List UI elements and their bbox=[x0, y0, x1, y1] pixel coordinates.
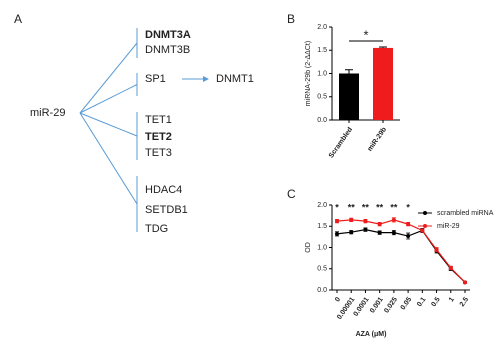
y-tick-label: 1.0 bbox=[317, 70, 327, 77]
y-tick-label: 0.0 bbox=[317, 117, 327, 124]
annotation: ** bbox=[390, 202, 398, 212]
point bbox=[391, 217, 396, 222]
target-node: DNMT3A bbox=[145, 29, 191, 41]
target-node: DNMT1 bbox=[216, 73, 254, 85]
point bbox=[363, 227, 368, 232]
y-axis-label: miRNA-29b (2-ΔΔCt) bbox=[305, 41, 312, 106]
connector bbox=[79, 112, 138, 137]
y-tick-label: 1.5 bbox=[317, 47, 327, 54]
point bbox=[377, 222, 382, 227]
target-node: SP1 bbox=[145, 73, 166, 85]
x-tick-label: 0.025 bbox=[383, 296, 399, 314]
error-bar bbox=[379, 46, 387, 48]
legend-label: scrambled miRNA bbox=[437, 210, 494, 217]
annotation: * bbox=[335, 202, 339, 212]
point bbox=[406, 222, 411, 227]
significance: * bbox=[363, 27, 368, 42]
y-tick-label: 2.0 bbox=[317, 24, 327, 31]
connector bbox=[79, 84, 138, 114]
connector bbox=[79, 42, 138, 114]
point bbox=[448, 265, 453, 270]
error-bar bbox=[345, 69, 353, 74]
point bbox=[335, 219, 339, 224]
legend-marker bbox=[423, 224, 427, 228]
x-tick-label: 0 bbox=[334, 296, 342, 303]
x-tick-label: miR-29b bbox=[367, 126, 389, 153]
y-tick-label: 1.0 bbox=[317, 244, 327, 251]
bar bbox=[373, 47, 393, 120]
x-tick-label: 0.0001 bbox=[353, 296, 371, 318]
point bbox=[335, 231, 339, 236]
point bbox=[420, 228, 425, 233]
annotation: ** bbox=[376, 202, 384, 212]
point bbox=[349, 217, 354, 222]
x-tick-label: 1 bbox=[448, 296, 456, 303]
line bbox=[336, 219, 466, 283]
annotation: * bbox=[406, 202, 410, 212]
x-tick-label: 0.1 bbox=[416, 296, 427, 308]
y-tick-label: 0.5 bbox=[317, 266, 327, 273]
point bbox=[406, 234, 411, 239]
source-node: miR-29 bbox=[30, 107, 65, 119]
connector bbox=[79, 112, 138, 205]
y-axis-label: OD bbox=[305, 242, 312, 253]
x-tick-label: 0.001 bbox=[369, 296, 385, 314]
bar bbox=[339, 73, 359, 120]
point bbox=[349, 230, 354, 235]
target-node: SETDB1 bbox=[145, 204, 188, 216]
target-node: TET2 bbox=[145, 131, 172, 143]
annotation: ** bbox=[362, 202, 370, 212]
y-tick-label: 0.5 bbox=[317, 94, 327, 101]
point bbox=[463, 280, 467, 285]
target-node: HDAC4 bbox=[145, 184, 182, 196]
point bbox=[434, 247, 439, 252]
x-tick-label: Scrambled bbox=[328, 126, 354, 159]
x-tick-label: 0.5 bbox=[430, 296, 441, 308]
target-node: TET3 bbox=[145, 147, 172, 159]
x-axis-label: AZA (μM) bbox=[356, 331, 387, 338]
target-node: TET1 bbox=[145, 114, 172, 126]
point bbox=[363, 219, 368, 224]
legend-label: miR-29 bbox=[437, 223, 460, 230]
panel-label: A bbox=[14, 12, 22, 26]
point bbox=[391, 230, 396, 235]
line bbox=[336, 229, 466, 283]
panel-label: C bbox=[287, 187, 296, 201]
target-node: TDG bbox=[145, 223, 168, 235]
x-tick-label: 0.05 bbox=[400, 296, 414, 311]
x-tick-label: 2.5 bbox=[459, 296, 470, 308]
legend-marker bbox=[423, 211, 427, 215]
y-tick-label: 2.0 bbox=[317, 202, 327, 209]
y-tick-label: 0.0 bbox=[317, 287, 327, 294]
y-tick-label: 1.5 bbox=[317, 223, 327, 230]
target-node: DNMT3B bbox=[145, 44, 190, 56]
panel-label: B bbox=[287, 12, 295, 26]
point bbox=[377, 230, 382, 235]
annotation: ** bbox=[348, 202, 356, 212]
